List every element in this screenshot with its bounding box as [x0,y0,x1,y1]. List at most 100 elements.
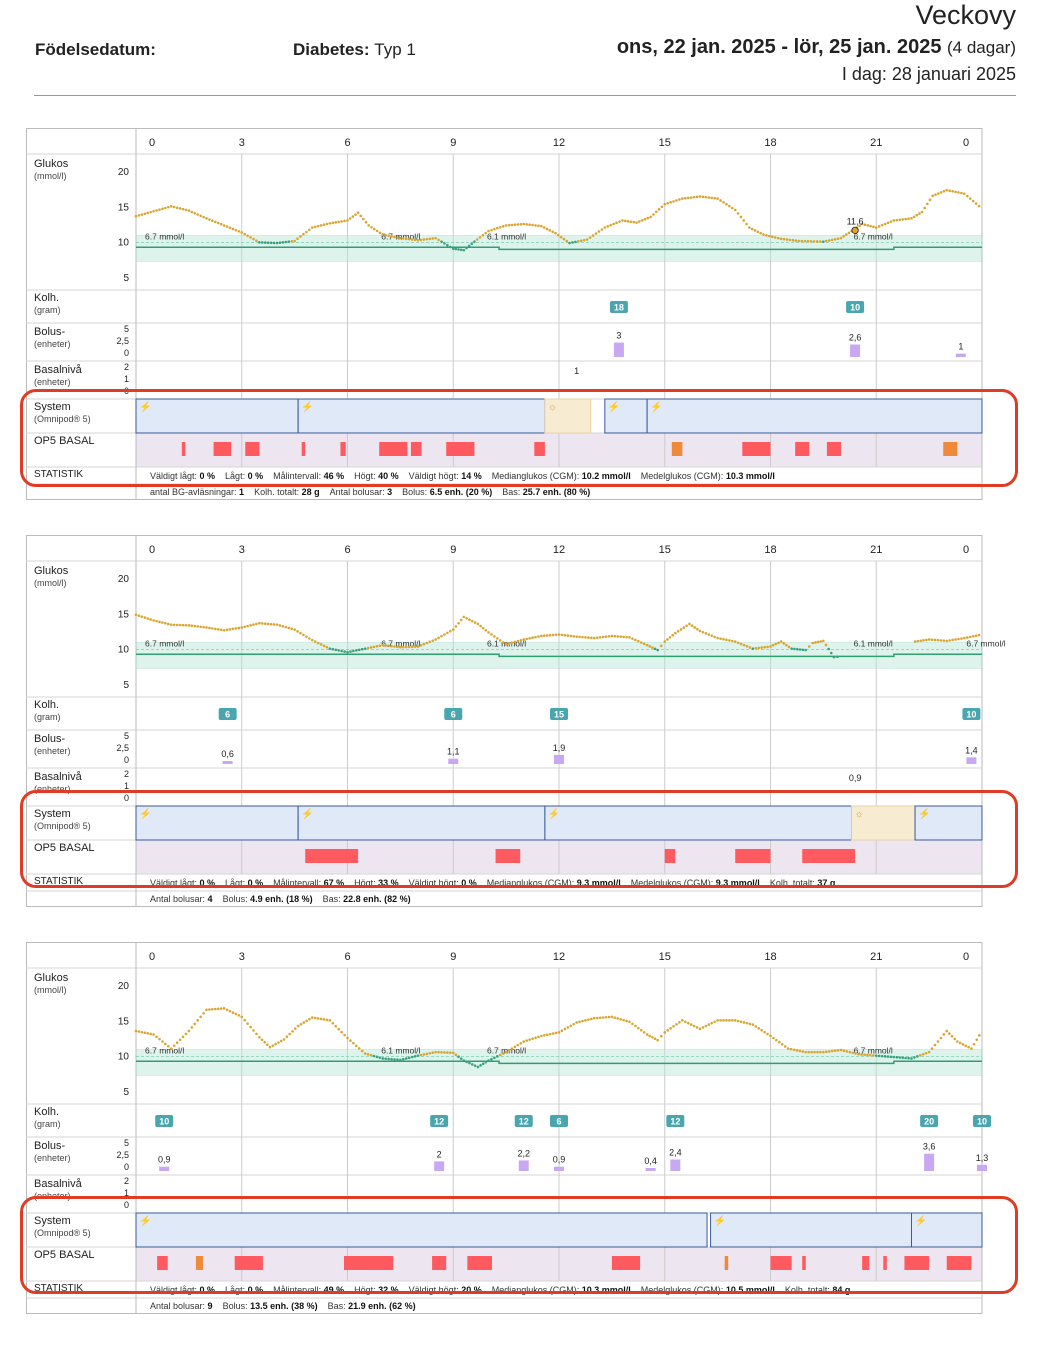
glucose-point [672,1025,675,1028]
glucose-point [360,1049,364,1053]
glucose-point [845,1050,849,1053]
stat-item: Lågt: 0 % [225,878,264,888]
carb-value: 10 [159,1117,169,1127]
automated-mode-icon: ⚡ [139,400,151,413]
glucose-point [310,1016,314,1019]
glucose-point [613,634,617,638]
glucose-point [704,195,708,199]
carb-badge [444,708,463,720]
glucose-point [470,1063,474,1066]
glucose-point [360,647,364,651]
glucose-point [275,623,279,626]
glucose-point [356,211,360,215]
basal-limited-bar [770,1256,792,1270]
glucose-point [616,635,620,638]
glucose-point [343,219,346,223]
carb-value: 6 [225,710,230,720]
glucose-point [258,1035,261,1039]
bolus-tick-label: 0 [124,755,129,765]
glucose-point [739,215,743,219]
glucose-point [548,633,552,637]
glucose-point [857,1052,860,1056]
glucose-point [169,623,173,626]
glucose-point [950,1034,954,1038]
glucose-point [322,223,326,227]
glucose-point [656,1038,659,1042]
glucose-point [381,233,385,236]
basal-tick-label: 2 [124,769,129,779]
glucose-point [710,1021,714,1025]
glucose-point [733,208,737,212]
glucose-point [390,644,393,648]
glucose-point [671,633,674,637]
glucose-point [459,1057,463,1060]
glucose-point [487,631,490,634]
glucose-point [158,1037,161,1041]
target-range-band [135,234,983,262]
glucose-point [957,637,960,641]
glucose-point [354,213,357,216]
glucose-point [325,222,329,226]
glucose-point [340,220,343,223]
system-row-label-title: System [34,808,71,820]
glucose-point [396,236,399,239]
glucose-point [484,231,487,235]
glucose-point [504,643,508,646]
glucose-point [493,227,496,231]
glucose-point [663,1031,667,1034]
glucose-point [736,641,740,645]
glucose-point [222,628,226,632]
glucose-tick-label: 5 [123,1087,129,1098]
glucose-point [933,638,937,642]
glucose-point [305,635,308,638]
glucose-point [279,1039,283,1043]
glucose-point [595,636,599,640]
carb-badge [609,301,628,313]
glucose-point [957,191,960,194]
glucose-point [175,206,179,210]
glucose-point [945,188,949,192]
glucose-point [948,639,951,642]
glucose-point [688,622,691,626]
glucose-point [152,1033,155,1036]
glucose-point [901,218,904,221]
glucose-point [413,238,417,242]
glucose-point [613,1016,617,1019]
glucose-point [839,236,843,240]
glucose-point [281,624,285,628]
glucose-point [682,626,686,629]
stat-item: Kolh. totalt: 37 g [769,878,836,888]
hour-tick-label: 18 [764,544,776,556]
glucose-point [199,214,202,218]
birthdate-label: Födelsedatum: [35,40,156,59]
system-row-label: System (Omnipod® 5) [34,1215,91,1239]
glucose-point [172,205,176,209]
glucose-point [487,229,490,233]
glucose-point [916,1055,919,1058]
glucose-point [774,642,778,646]
carb-value: 12 [670,1117,680,1127]
glucose-point [560,1029,564,1033]
glucose-point [543,634,546,638]
carb-value: 12 [434,1117,444,1127]
stat-item: antal BG-avläsningar: 1 [150,487,245,497]
glucose-tick-label: 15 [118,202,130,213]
glucose-point [684,1020,687,1024]
glucose-point [234,228,238,232]
glucose-point [872,225,875,229]
glucose-point [161,621,164,624]
glucose-point [228,226,232,230]
glucose-point [363,647,367,650]
target-label: 6.1 mmol/l [487,232,526,242]
glucose-point [246,1022,249,1025]
glucose-point [475,238,479,241]
glucose-tick-label: 10 [118,645,130,656]
glucose-point [913,1056,916,1059]
glucose-point [698,629,702,633]
glucose-point [698,1027,702,1031]
automated-mode-icon: ⚡ [301,400,313,413]
glucose-point [225,1008,229,1012]
glucose-point [933,1043,937,1047]
glucose-point [161,1040,164,1043]
glucose-point [184,1032,188,1036]
